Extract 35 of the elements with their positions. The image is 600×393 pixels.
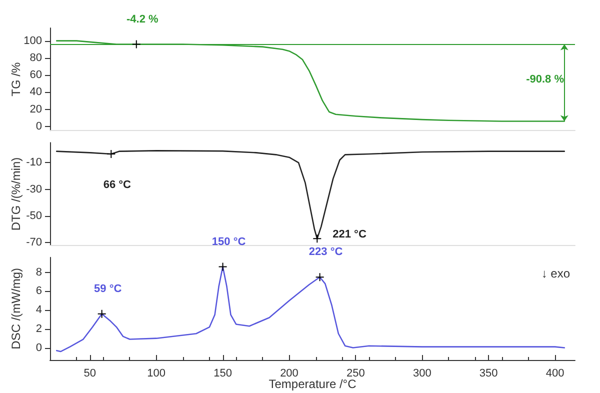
x-tick-label: 250 [346, 368, 365, 380]
y-tick-label: 6 [36, 285, 42, 298]
y-tick-label: 40 [30, 86, 42, 98]
y-axis-title: DTG /(%/min) [9, 157, 23, 231]
y-tick-label: 20 [30, 103, 42, 116]
x-axis-title: Temperature /°C [268, 377, 357, 391]
annotation: 221 °C [332, 228, 366, 241]
x-tick-label: 400 [546, 368, 564, 380]
y-tick-label: 100 [24, 34, 42, 47]
y-tick-label: 60 [30, 69, 42, 82]
x-tick-label: 100 [147, 368, 166, 380]
y-tick-label: 4 [36, 304, 42, 316]
y-tick-label: 0 [36, 342, 42, 354]
y-tick-label: 80 [30, 52, 42, 64]
x-tick-label: 350 [479, 368, 498, 380]
annotation: ↓ exo [541, 266, 570, 280]
annotation: 66 °C [103, 179, 132, 191]
annotation: -90.8 % [526, 74, 564, 86]
y-tick-label: -10 [26, 156, 42, 169]
y-axis-title: DSC /(mW/mg) [9, 268, 23, 350]
x-tick-label: 300 [412, 368, 432, 380]
annotation: -4.2 % [126, 13, 159, 26]
x-tick-label: 200 [280, 368, 298, 380]
annotation: 223 °C [308, 246, 343, 258]
y-tick-label: -50 [26, 210, 42, 222]
y-axis-title: TG /% [9, 62, 23, 96]
annotation: 150 °C [212, 236, 246, 248]
x-tick-label: 50 [84, 368, 96, 380]
y-tick-label: -70 [26, 236, 42, 249]
x-tick-label: 150 [214, 368, 232, 380]
y-tick-label: 8 [36, 266, 42, 278]
y-tick-label: -30 [26, 183, 42, 196]
y-tick-label: 0 [36, 120, 42, 132]
y-tick-label: 2 [36, 322, 42, 335]
annotation: 59 °C [94, 282, 122, 295]
